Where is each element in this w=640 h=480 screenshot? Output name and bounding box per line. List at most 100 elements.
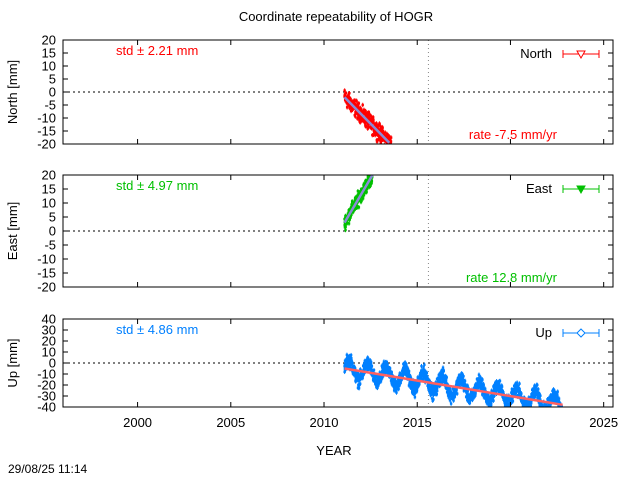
up-point (520, 392, 523, 395)
north-point (379, 141, 382, 144)
up-point (454, 392, 457, 396)
up-point (541, 409, 543, 411)
up-point (492, 399, 495, 402)
up-point (357, 387, 361, 390)
up-point (560, 412, 562, 414)
up-point (435, 389, 439, 393)
up-point (547, 410, 549, 412)
up-point (483, 387, 487, 390)
up-y-label: Up [mm] (5, 338, 20, 387)
up-point (541, 408, 543, 410)
up-point (423, 375, 426, 379)
up-point (437, 373, 440, 377)
north-point (387, 148, 389, 150)
up-point (560, 410, 562, 412)
up-point (543, 412, 545, 414)
east-point (348, 210, 351, 213)
up-point (385, 360, 389, 364)
up-point (525, 409, 527, 411)
up-point (498, 382, 501, 386)
up-point (460, 377, 464, 380)
east-legend-label: East (526, 181, 552, 196)
up-point (432, 383, 436, 387)
up-point (543, 413, 545, 415)
east-point (350, 203, 353, 206)
y-tick-label: -40 (37, 400, 56, 415)
north-rate-label: rate -7.5 mm/yr (469, 127, 558, 142)
up-point (540, 408, 542, 410)
north-point (353, 102, 357, 106)
up-point (560, 413, 562, 415)
north-point (367, 116, 370, 119)
up-point (349, 353, 353, 357)
x-tick-label: 2005 (216, 415, 245, 430)
north-point (389, 145, 391, 147)
up-point (541, 410, 543, 412)
up-point (560, 412, 562, 414)
north-point (371, 116, 375, 119)
up-point (413, 393, 416, 396)
east-rate-label: rate 12.8 mm/yr (466, 270, 558, 285)
up-point (544, 403, 547, 406)
up-point (427, 377, 430, 381)
north-point (345, 106, 349, 109)
east-point (355, 204, 359, 208)
up-point (346, 354, 349, 358)
up-point (529, 408, 531, 410)
up-point (481, 378, 484, 381)
north-series (343, 88, 393, 151)
east-point (371, 170, 373, 172)
up-point (356, 370, 360, 374)
up-point (542, 410, 544, 412)
up-point (506, 409, 508, 411)
north-point (389, 145, 391, 147)
east-point (360, 189, 363, 192)
up-point (540, 402, 543, 405)
north-point (360, 115, 363, 118)
north-point (367, 111, 371, 114)
up-point (365, 365, 368, 369)
up-point (420, 364, 423, 368)
up-point (492, 387, 496, 390)
up-point (559, 411, 561, 413)
east-point (346, 221, 349, 225)
up-point (558, 407, 560, 409)
up-point (351, 361, 354, 365)
up-point (464, 384, 468, 387)
up-point (556, 390, 559, 393)
up-point (376, 386, 379, 390)
y-tick-label: 0 (49, 224, 56, 239)
y-tick-label: -20 (37, 137, 56, 152)
up-point (558, 408, 560, 410)
up-point (429, 393, 432, 397)
up-point (528, 408, 530, 410)
up-point (343, 370, 346, 374)
up-point (463, 379, 467, 383)
up-point (545, 412, 547, 414)
up-point (444, 379, 448, 382)
up-point (370, 367, 373, 371)
north-point (360, 108, 363, 111)
north-point (389, 149, 391, 151)
up-point (407, 370, 411, 373)
north-point (363, 111, 366, 115)
north-point (349, 97, 352, 101)
east-point (344, 225, 347, 229)
up-point (546, 411, 548, 413)
x-tick-label: 2000 (123, 415, 152, 430)
up-legend-label: Up (535, 325, 552, 340)
up-point (418, 383, 421, 386)
up-point (527, 408, 529, 410)
east-point (354, 207, 357, 210)
north-y-label: North [mm] (5, 60, 20, 124)
up-point (529, 404, 533, 407)
up-point (541, 409, 543, 411)
up-point (422, 369, 425, 372)
y-tick-label: -10 (37, 252, 56, 267)
up-point (384, 371, 387, 374)
up-point (446, 387, 450, 390)
north-point (368, 113, 372, 117)
up-point (410, 383, 414, 386)
